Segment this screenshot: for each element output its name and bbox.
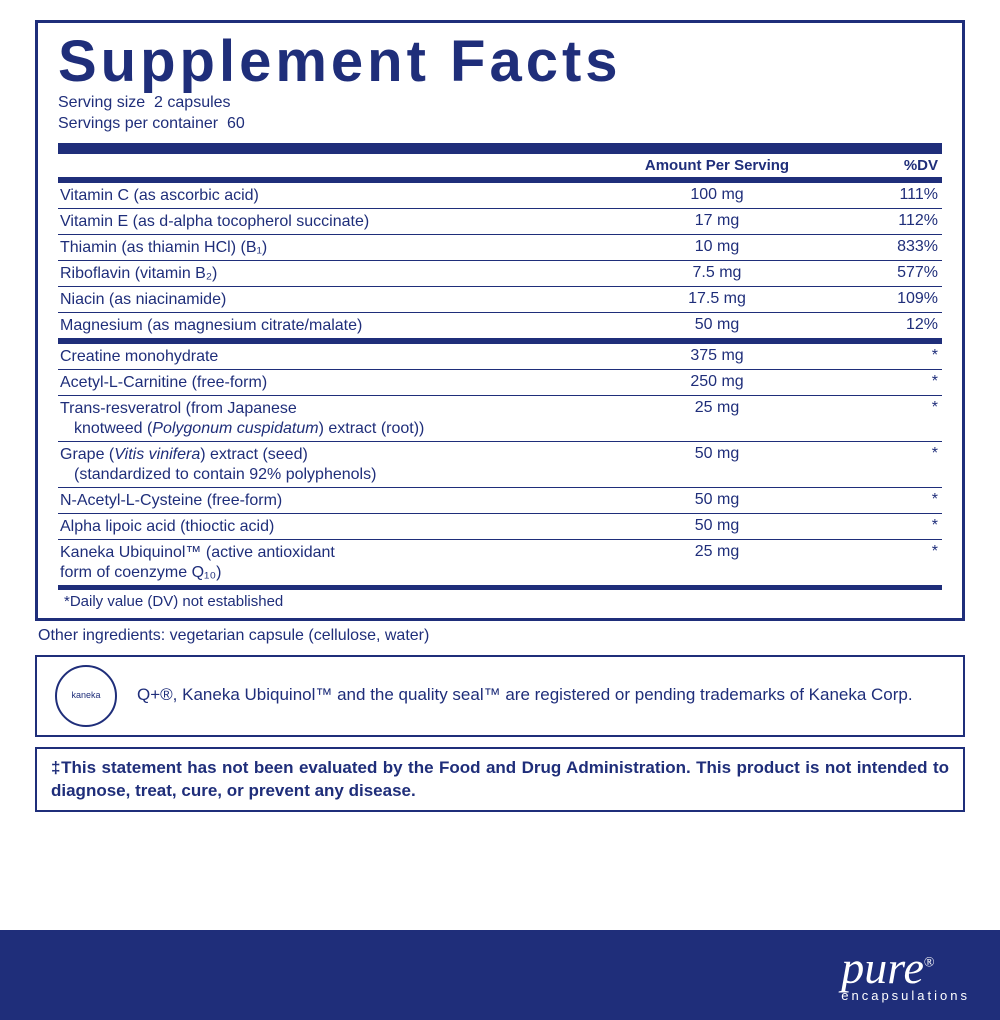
ingredient-amount: 375 mg [602, 347, 832, 365]
column-headers: Amount Per Serving %DV [58, 154, 942, 177]
ingredient-name: Trans-resveratrol (from Japaneseknotweed… [58, 399, 602, 439]
ingredient-row: Vitamin E (as d-alpha tocopherol succina… [58, 208, 942, 234]
ingredient-dv: * [832, 543, 942, 561]
panel-title: Supplement Facts [58, 33, 942, 93]
ingredient-amount: 50 mg [602, 491, 832, 509]
trademark-box: kaneka Q+®, Kaneka Ubiquinol™ and the qu… [35, 655, 965, 737]
ingredient-dv: 577% [832, 264, 942, 282]
brand-block: pure® encapsulations [841, 947, 970, 1003]
ingredient-dv: 111% [832, 186, 942, 204]
ingredient-dv: * [832, 399, 942, 417]
ingredient-amount: 17 mg [602, 212, 832, 230]
brand-subtitle: encapsulations [841, 988, 970, 1003]
servings-per-container: Servings per container 60 [58, 114, 942, 135]
fda-disclaimer: ‡This statement has not been evaluated b… [35, 747, 965, 813]
ingredient-amount: 25 mg [602, 399, 832, 417]
brand-name: pure® [841, 947, 970, 988]
ingredient-dv: * [832, 491, 942, 509]
header-amount: Amount Per Serving [602, 157, 832, 174]
ingredient-amount: 7.5 mg [602, 264, 832, 282]
dv-footnote: *Daily value (DV) not established [58, 590, 942, 612]
ingredient-dv: 833% [832, 238, 942, 256]
ingredient-name: Vitamin C (as ascorbic acid) [58, 186, 602, 206]
ingredient-row: Niacin (as niacinamide)17.5 mg109% [58, 286, 942, 312]
ingredient-dv: * [832, 373, 942, 391]
ingredient-name: Grape (Vitis vinifera) extract (seed)(st… [58, 445, 602, 485]
ingredients-section-2: Creatine monohydrate375 mg*Acetyl-L-Carn… [58, 343, 942, 585]
ingredient-row: Trans-resveratrol (from Japaneseknotweed… [58, 395, 942, 441]
ingredient-name: Kaneka Ubiquinol™ (active antioxidantfor… [58, 543, 602, 583]
ingredient-row: Magnesium (as magnesium citrate/malate)5… [58, 312, 942, 338]
ingredient-row: Riboflavin (vitamin B₂)7.5 mg577% [58, 260, 942, 286]
ingredient-dv: * [832, 347, 942, 365]
ingredient-name: Niacin (as niacinamide) [58, 290, 602, 310]
ingredient-row: Vitamin C (as ascorbic acid)100 mg111% [58, 182, 942, 208]
trademark-text: Q+®, Kaneka Ubiquinol™ and the quality s… [137, 684, 913, 707]
ingredient-amount: 50 mg [602, 517, 832, 535]
header-dv: %DV [832, 157, 942, 174]
ingredient-name: Riboflavin (vitamin B₂) [58, 264, 602, 284]
ingredient-name: Acetyl-L-Carnitine (free-form) [58, 373, 602, 393]
ingredient-row: N-Acetyl-L-Cysteine (free-form)50 mg* [58, 487, 942, 513]
ingredient-name: Vitamin E (as d-alpha tocopherol succina… [58, 212, 602, 232]
ingredients-section-1: Vitamin C (as ascorbic acid)100 mg111%Vi… [58, 182, 942, 338]
ingredient-amount: 25 mg [602, 543, 832, 561]
ingredient-amount: 250 mg [602, 373, 832, 391]
ingredient-dv: 112% [832, 212, 942, 230]
ingredient-row: Grape (Vitis vinifera) extract (seed)(st… [58, 441, 942, 487]
kaneka-seal-icon: kaneka [55, 665, 117, 727]
ingredient-amount: 100 mg [602, 186, 832, 204]
ingredient-name: Alpha lipoic acid (thioctic acid) [58, 517, 602, 537]
ingredient-name: Thiamin (as thiamin HCl) (B₁) [58, 238, 602, 258]
ingredient-row: Creatine monohydrate375 mg* [58, 343, 942, 369]
ingredient-dv: 12% [832, 316, 942, 334]
ingredient-row: Alpha lipoic acid (thioctic acid)50 mg* [58, 513, 942, 539]
ingredient-amount: 10 mg [602, 238, 832, 256]
ingredient-amount: 50 mg [602, 445, 832, 463]
ingredient-name: Creatine monohydrate [58, 347, 602, 367]
ingredient-row: Kaneka Ubiquinol™ (active antioxidantfor… [58, 539, 942, 585]
ingredient-amount: 17.5 mg [602, 290, 832, 308]
ingredient-name: N-Acetyl-L-Cysteine (free-form) [58, 491, 602, 511]
other-ingredients: Other ingredients: vegetarian capsule (c… [38, 627, 962, 645]
ingredient-dv: * [832, 517, 942, 535]
ingredient-amount: 50 mg [602, 316, 832, 334]
supplement-facts-panel: Supplement Facts Serving size 2 capsules… [35, 20, 965, 621]
ingredient-row: Thiamin (as thiamin HCl) (B₁)10 mg833% [58, 234, 942, 260]
brand-footer: pure® encapsulations [0, 930, 1000, 1020]
ingredient-dv: * [832, 445, 942, 463]
divider-thick [58, 143, 942, 154]
ingredient-dv: 109% [832, 290, 942, 308]
ingredient-row: Acetyl-L-Carnitine (free-form)250 mg* [58, 369, 942, 395]
ingredient-name: Magnesium (as magnesium citrate/malate) [58, 316, 602, 336]
serving-size: Serving size 2 capsules [58, 93, 942, 114]
